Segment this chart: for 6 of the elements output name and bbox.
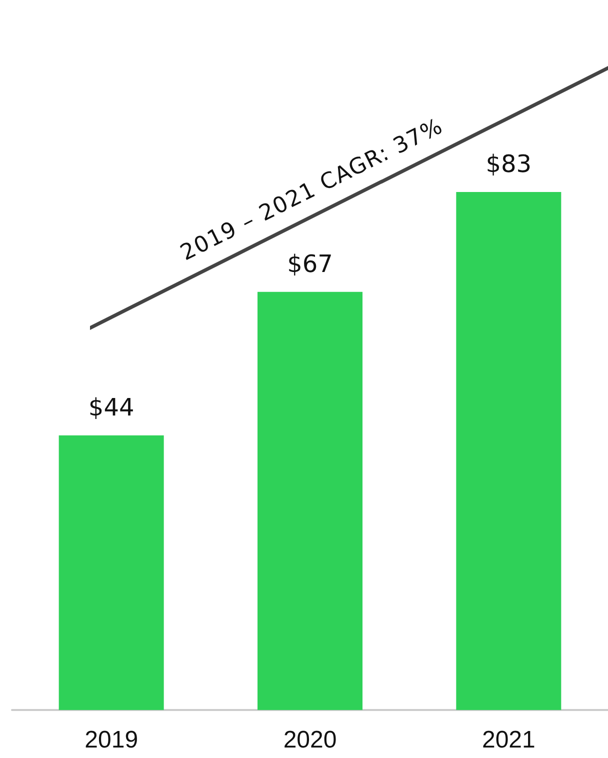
x-tick-label: 2021 [482, 726, 536, 754]
x-tick-label: 2020 [283, 726, 337, 754]
data-label: $67 [287, 250, 333, 278]
data-label: $44 [88, 393, 134, 422]
x-tick-label: 2019 [84, 726, 138, 754]
data-label: $83 [486, 150, 532, 178]
